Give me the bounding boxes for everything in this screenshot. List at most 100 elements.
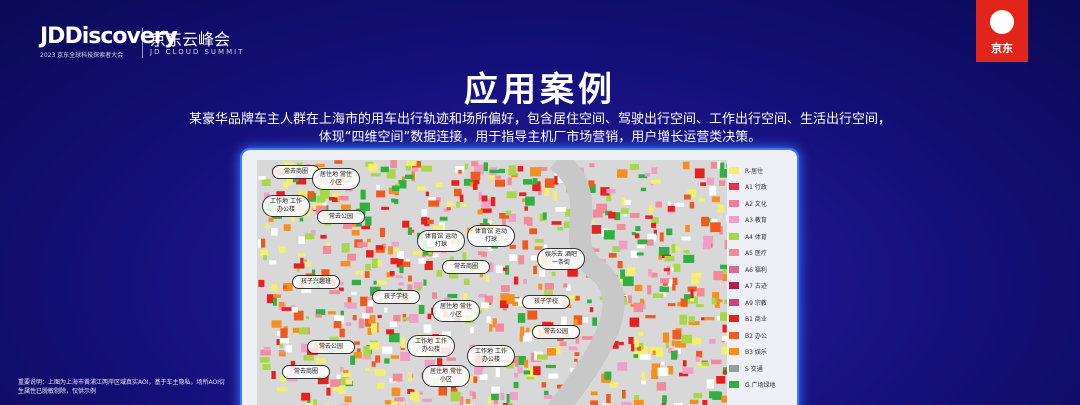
map-block [564, 208, 575, 217]
map-block [630, 303, 635, 307]
legend-swatch [729, 381, 739, 389]
map-block [682, 360, 687, 367]
map-block [299, 327, 309, 335]
map-block [662, 282, 668, 286]
map-block [711, 297, 717, 305]
map-block [668, 348, 673, 354]
map-label: 常去公园 [532, 325, 580, 339]
map-block [689, 201, 695, 209]
map-block [711, 359, 722, 365]
map-block [551, 271, 556, 277]
map-block [400, 351, 411, 362]
map-block [260, 238, 266, 248]
map-block [709, 391, 720, 399]
map-block [695, 356, 700, 362]
summit-cn: 京东云峰会 [150, 30, 231, 49]
map-block [326, 379, 331, 387]
legend-swatch [729, 282, 739, 290]
legend-swatch [729, 232, 739, 240]
map-block [693, 392, 703, 399]
map-block [683, 254, 695, 263]
map-block [292, 327, 304, 333]
map-block [704, 316, 715, 321]
legend-swatch [729, 199, 739, 207]
map-block [419, 391, 424, 395]
map-block [303, 354, 314, 361]
map-block [645, 215, 653, 219]
map-block [502, 403, 509, 405]
map-block [670, 267, 674, 272]
map-block [358, 318, 365, 329]
map-block [257, 238, 264, 248]
map-block [588, 220, 595, 225]
map-block [662, 332, 670, 343]
map-block [498, 267, 508, 271]
map-block [588, 180, 595, 187]
map-block [491, 386, 500, 393]
map-block [344, 396, 352, 403]
map-block [679, 372, 689, 377]
map-block [367, 327, 372, 335]
legend-label: A7 古迹 [745, 283, 767, 291]
map-block [717, 204, 725, 213]
map-block [375, 355, 381, 363]
legend-item: B1 商业 [729, 311, 776, 328]
map-block [499, 300, 509, 309]
map-block [355, 270, 363, 275]
map-block [259, 356, 270, 363]
map-block [467, 376, 473, 382]
map-block [674, 344, 681, 355]
map-block [682, 367, 694, 374]
map-block [633, 399, 644, 405]
map-block [431, 292, 438, 299]
map-block [360, 189, 366, 200]
map-block [359, 202, 370, 212]
map-block [329, 290, 340, 295]
map-block [384, 400, 392, 405]
map-block [262, 363, 271, 371]
map-block [710, 161, 718, 169]
map-block [722, 324, 727, 333]
map-block [340, 260, 351, 267]
map-block [714, 298, 720, 308]
map-block [696, 288, 705, 297]
map-block [495, 367, 501, 378]
map-block [390, 258, 399, 265]
map-block [539, 166, 548, 171]
map-block [360, 296, 368, 307]
legend-item: B3 娱乐 [729, 344, 776, 361]
map-block [315, 309, 326, 316]
map-block [328, 196, 336, 201]
legend-label: B2 办公 [745, 332, 767, 340]
map-block [661, 402, 666, 405]
map-block [559, 341, 567, 347]
map-block [399, 265, 404, 274]
map-block [491, 393, 499, 401]
legend-label: A4 体育 [745, 233, 767, 241]
map-block [653, 229, 657, 236]
map-block [515, 356, 519, 367]
map-block [544, 290, 553, 298]
legend-label: A1 行政 [745, 184, 767, 192]
map-block [354, 341, 360, 345]
map-block [658, 255, 662, 260]
map-block [634, 284, 643, 292]
map-block [701, 317, 705, 321]
map-block [463, 293, 468, 300]
legend-swatch [729, 216, 739, 224]
map-block [688, 316, 695, 323]
legend-item: A2 文化 [729, 195, 776, 212]
map-block [375, 245, 384, 250]
map-block [279, 340, 284, 349]
map-block [336, 374, 341, 379]
map-label: 孩子兴趣班 [292, 275, 340, 289]
map-block [489, 169, 500, 174]
map-block [364, 271, 370, 278]
map-block [509, 244, 516, 249]
map-block [486, 262, 494, 273]
map-block [545, 322, 554, 326]
map-block [523, 278, 527, 284]
map-block [621, 196, 627, 206]
summit-en: JD CLOUD SUMMIT [150, 48, 245, 56]
map-block [638, 331, 644, 337]
